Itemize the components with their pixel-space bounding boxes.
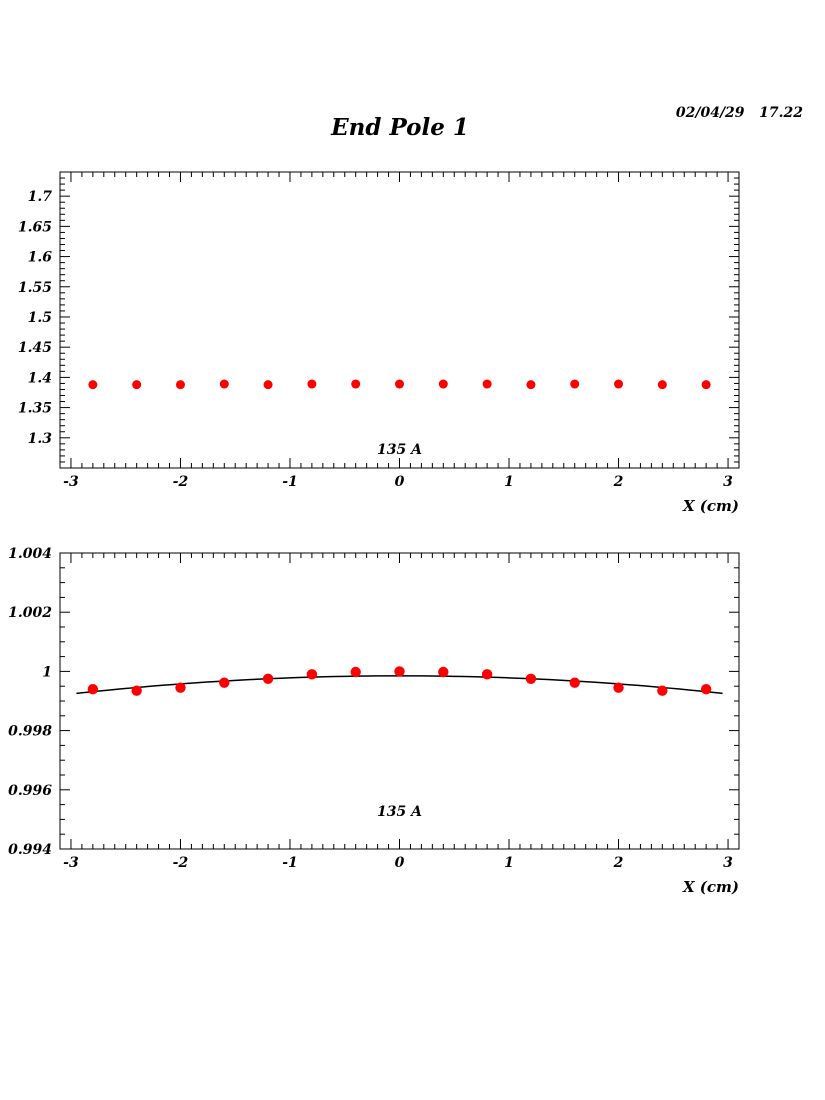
chart1-data-point — [438, 379, 448, 389]
chart2-data-point — [657, 685, 668, 696]
chart2-data-point — [438, 666, 449, 678]
chart1-data-point — [482, 379, 492, 389]
chart1-ytick-label: 1.3 — [28, 431, 53, 447]
chart1-data-point — [132, 380, 142, 390]
chart2-xtick-label: -1 — [282, 855, 298, 871]
chart1-xlabel: X (cm) — [682, 497, 739, 515]
chart2-fit-curve — [76, 675, 723, 695]
chart2-xtick-label: -2 — [173, 855, 189, 871]
chart2-ytick-label: 0.998 — [8, 724, 52, 740]
chart1-xtick-label: -2 — [173, 474, 189, 490]
chart1-ytick-label: 1.4 — [28, 370, 52, 386]
chart2-ytick-label: 0.994 — [8, 842, 52, 858]
chart1-data-point — [175, 380, 185, 390]
plot-title: End Pole 1 — [331, 114, 469, 141]
chart2-ytick-label: 1.002 — [8, 605, 52, 621]
chart2-data-point — [481, 669, 493, 680]
chart1-data-point — [88, 380, 98, 390]
chart2-data-point — [87, 683, 99, 695]
chart1-data-point — [570, 379, 580, 389]
chart1-ytick-label: 1.55 — [18, 280, 52, 296]
chart2-data-point — [350, 666, 361, 678]
chart1-data-point — [219, 379, 229, 389]
chart1-xtick-label: 0 — [395, 474, 405, 490]
chart2-xtick-label: 1 — [504, 855, 514, 871]
chart2-data-point — [175, 682, 186, 693]
chart2-data-point — [262, 673, 274, 684]
chart1-data-point — [351, 379, 361, 389]
chart2-xtick-label: 0 — [395, 855, 405, 871]
chart1-xtick-label: -3 — [63, 474, 79, 490]
chart2-data-point — [569, 677, 580, 688]
chart1-xtick-label: 3 — [723, 474, 733, 490]
chart1-ytick-label: 1.35 — [18, 401, 52, 417]
chart2-ytick-label: 0.996 — [8, 783, 52, 799]
chart1-data-point — [701, 380, 711, 390]
chart2-xtick-label: 2 — [613, 855, 624, 871]
chart2-ytick-label: 1 — [42, 664, 52, 680]
chart2-data-point — [394, 666, 405, 677]
chart1-xtick-label: -1 — [282, 474, 298, 490]
chart1-xtick-label: 1 — [504, 474, 514, 490]
chart1-data-point — [526, 380, 536, 390]
chart2-data-point — [131, 685, 142, 696]
chart2-data-point — [613, 682, 624, 693]
chart1-frame — [59, 171, 740, 469]
chart2-data-point — [219, 677, 230, 688]
chart1-data-point — [395, 379, 404, 389]
chart1-annotation: 135 A — [377, 442, 422, 458]
chart2-data-point — [700, 683, 712, 695]
chart1-data-point — [614, 379, 624, 389]
chart1-xtick-label: 2 — [613, 474, 624, 490]
chart1-data-point — [263, 380, 273, 390]
chart2-ytick-label: 1.004 — [8, 546, 52, 562]
chart2-xtick-label: -3 — [63, 855, 79, 871]
chart1-ytick-label: 1.7 — [28, 189, 53, 205]
chart1-data-point — [307, 379, 317, 389]
chart1-ytick-label: 1.65 — [18, 219, 52, 235]
chart2-annotation: 135 A — [377, 804, 422, 820]
chart1-ytick-label: 1.6 — [28, 250, 53, 266]
chart1-ytick-label: 1.45 — [18, 340, 52, 356]
chart2-xtick-label: 3 — [723, 855, 733, 871]
chart2-data-point — [525, 673, 537, 684]
chart2-xlabel: X (cm) — [682, 878, 739, 896]
timestamp: 02/04/29 17.22 — [675, 105, 803, 121]
chart2-data-point — [306, 669, 318, 680]
chart1-data-point — [657, 380, 667, 390]
chart1-ytick-label: 1.5 — [28, 310, 52, 326]
